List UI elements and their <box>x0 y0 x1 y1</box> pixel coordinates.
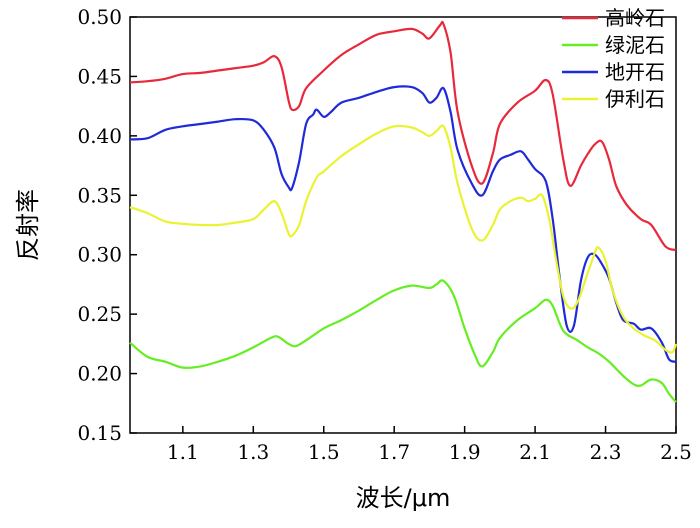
plot-border <box>129 16 677 434</box>
y-axis-label: 反射率 <box>14 189 42 261</box>
series-line-4 <box>129 124 678 354</box>
y-tick-label: 0.30 <box>77 243 122 267</box>
y-axis-ticks: 0.15 0.20 0.25 0.30 0.35 0.40 0.45 0.50 <box>77 5 137 445</box>
y-tick-label: 0.45 <box>77 64 122 88</box>
legend-label: 地开石 <box>605 60 665 84</box>
series-lines <box>129 20 678 403</box>
x-tick-label: 1.9 <box>449 440 481 464</box>
y-tick-label: 0.20 <box>77 362 122 386</box>
series-line-3 <box>129 85 677 363</box>
x-axis-ticks: 1.1 1.3 1.5 1.7 1.9 2.1 2.3 2.5 <box>167 426 692 464</box>
y-tick-label: 0.35 <box>77 183 122 207</box>
x-axis-label: 波长/μm <box>356 484 451 512</box>
y-tick-label: 0.40 <box>77 124 122 148</box>
x-tick-label: 2.1 <box>519 440 551 464</box>
x-tick-label: 2.3 <box>590 440 622 464</box>
legend-label: 绿泥石 <box>605 33 665 57</box>
y-tick-label: 0.25 <box>77 302 122 326</box>
x-tick-label: 1.5 <box>308 440 340 464</box>
x-tick-label: 1.1 <box>167 440 199 464</box>
series-line-2 <box>129 279 677 403</box>
y-tick-label: 0.50 <box>77 5 122 29</box>
legend-label: 高岭石 <box>605 6 665 30</box>
x-tick-label: 2.5 <box>660 440 692 464</box>
plot-frame <box>129 16 677 434</box>
x-tick-label: 1.3 <box>237 440 269 464</box>
y-tick-label: 0.15 <box>77 421 122 445</box>
x-tick-label: 1.7 <box>378 440 410 464</box>
series-line-1 <box>129 20 677 252</box>
legend-label: 伊利石 <box>605 87 665 111</box>
